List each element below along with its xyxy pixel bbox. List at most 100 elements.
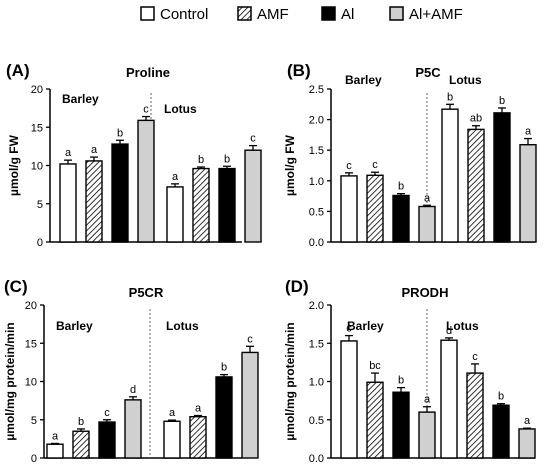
chart-title: P5CR (129, 285, 164, 300)
panel-letter: (A) (6, 61, 30, 80)
significance-letter: a (52, 430, 59, 442)
panel-letter: (C) (4, 277, 28, 296)
legend-swatch-2 (321, 6, 336, 21)
significance-letter: b (224, 153, 230, 165)
group-label-barley: Barley (345, 73, 382, 87)
significance-letter: d (130, 384, 136, 396)
y-tick-label: 1.5 (309, 338, 324, 350)
significance-letter: c (472, 351, 478, 363)
bar-al-lotus (492, 404, 510, 459)
y-tick-label: 15 (25, 338, 37, 350)
bar-control-lotus (163, 420, 181, 459)
bar-amf-barley (366, 174, 384, 243)
y-tick-label: 1.0 (309, 176, 324, 188)
panel-4: (D) PRODH µmol/mg protein/min 0.0 0.5 1.0 1.5 2… (283, 277, 536, 465)
legend-label-1: AMF (257, 6, 289, 23)
bar-al-barley (392, 194, 410, 243)
significance-letter: c (247, 333, 253, 345)
group-label-lotus: Lotus (166, 319, 199, 333)
bar-amf-lotus (192, 167, 210, 243)
significance-letter: a (172, 171, 179, 183)
significance-letter: a (65, 147, 72, 159)
group-label-lotus: Lotus (449, 73, 482, 87)
y-tick-label: 15 (31, 122, 43, 134)
y-tick-label: 10 (25, 377, 37, 389)
bar-al-barley (98, 421, 116, 459)
bar-al-lotus (215, 376, 233, 459)
significance-letter: ab (470, 113, 482, 125)
bar-amf-barley (85, 160, 103, 243)
bar-al-amf-lotus (519, 143, 537, 243)
bar-amf-barley (366, 381, 384, 459)
bar-al-amf-lotus (241, 351, 259, 459)
bar-al-barley (392, 391, 410, 459)
significance-letter: b (198, 154, 204, 166)
group-label-lotus: Lotus (164, 102, 197, 116)
y-tick-label: 0 (31, 453, 37, 465)
significance-letter: b (447, 91, 453, 103)
significance-letter: a (169, 407, 176, 419)
legend-swatch-0 (140, 6, 155, 21)
group-label-barley: Barley (62, 92, 99, 106)
significance-letter: a (424, 394, 431, 406)
y-axis-label: µmol/mg protein/min (3, 322, 17, 440)
bar-amf-lotus (466, 372, 484, 459)
bar-al-amf-lotus (244, 149, 262, 243)
significance-letter: b (499, 95, 505, 107)
bar-al-lotus (218, 167, 236, 243)
bar-al-amf-barley (124, 399, 142, 459)
significance-letter: b (117, 127, 123, 139)
significance-letter: c (250, 133, 256, 145)
y-axis-label: µmol/g FW (283, 134, 297, 196)
panel-1: (A) Proline µmol/g FW 0 5 10 15 20 Barley Lotus a a… (6, 61, 262, 249)
chart-title: Proline (126, 65, 170, 80)
significance-letter: a (424, 192, 431, 204)
significance-letter: d (446, 325, 452, 337)
panel-letter: (B) (287, 61, 311, 80)
significance-letter: c (372, 159, 378, 171)
group-label-barley: Barley (56, 319, 93, 333)
bar-al-barley (111, 143, 129, 243)
bar-amf-barley (72, 430, 90, 459)
significance-letter: a (524, 415, 531, 427)
y-tick-label: 5 (31, 415, 37, 427)
bar-al-amf-lotus (518, 428, 536, 459)
chart-panels: (A) Proline µmol/g FW 0 5 10 15 20 Barley Lotus a a… (3, 61, 537, 465)
panel-3: (C) P5CR µmol/mg protein/min 0 5 10 15 20 Barley… (3, 277, 259, 465)
y-tick-label: 10 (31, 161, 43, 173)
y-tick-label: 0.0 (309, 237, 324, 249)
legend-swatch-1 (237, 6, 252, 21)
y-tick-label: 2.0 (309, 115, 324, 127)
bar-al-amf-barley (137, 119, 155, 243)
significance-letter: b (498, 391, 504, 403)
bar-amf-lotus (467, 128, 485, 243)
y-tick-label: 2.0 (309, 300, 324, 312)
chart-title: PRODH (402, 285, 449, 300)
legend: Control AMF Al Al+AMF (140, 6, 463, 23)
y-tick-label: 0.0 (309, 453, 324, 465)
legend-label-0: Control (160, 6, 208, 23)
significance-letter: c (346, 323, 352, 335)
significance-letter: b (221, 362, 227, 374)
bar-control-barley (46, 443, 64, 459)
bar-control-barley (340, 340, 358, 459)
significance-letter: a (525, 126, 532, 138)
chart-title: P5C (415, 65, 441, 80)
panel-letter: (D) (285, 277, 309, 296)
significance-letter: a (91, 144, 98, 156)
bar-amf-lotus (189, 415, 207, 459)
y-tick-label: 0.5 (309, 206, 324, 218)
y-axis-label: µmol/g FW (7, 134, 21, 196)
group-label-barley: Barley (347, 319, 384, 333)
legend-label-3: Al+AMF (409, 6, 463, 23)
y-tick-label: 20 (25, 300, 37, 312)
significance-letter: b (78, 416, 84, 428)
bar-control-lotus (441, 108, 459, 243)
significance-letter: a (195, 403, 202, 415)
bar-al-amf-barley (418, 411, 436, 459)
significance-letter: c (143, 104, 149, 116)
significance-letter: b (398, 375, 404, 387)
bar-al-amf-barley (418, 205, 436, 243)
bar-control-lotus (166, 186, 184, 243)
